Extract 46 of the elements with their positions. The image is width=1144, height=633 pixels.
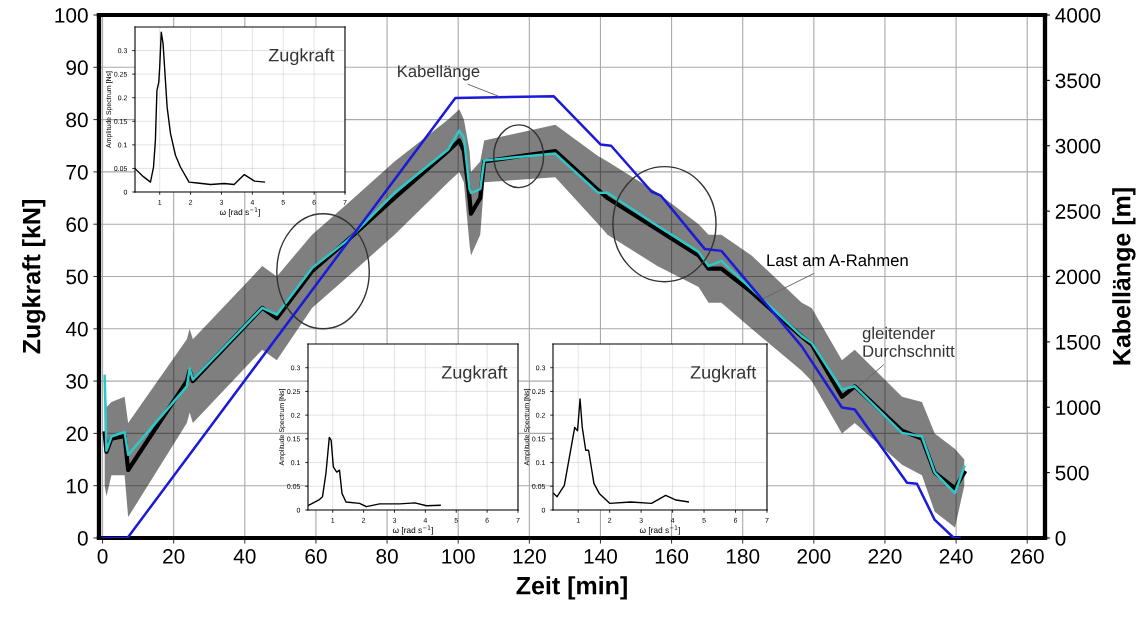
y2-tick-label: 2000: [1055, 269, 1101, 285]
annotation: Zugkraft: [690, 365, 757, 383]
x-axis-title: ω [rad s$^{−1}$]: [639, 525, 680, 535]
y-tick-label: 80: [66, 112, 88, 128]
x-tick-label: 40: [233, 548, 256, 564]
x-axis-title: Zeit [min]: [516, 576, 627, 600]
y-tick-label: 50: [66, 269, 88, 285]
y2-tick-label: 2500: [1055, 204, 1101, 219]
y2-tick-label: 3500: [1055, 73, 1101, 89]
y-tick-label: 100: [55, 8, 88, 23]
y2-tick-label: 500: [1055, 465, 1089, 481]
y-tick-label: 10: [67, 478, 88, 494]
x-tick-label: 160: [655, 548, 689, 564]
series-label: Last am A-Rahmen: [767, 253, 908, 267]
x-tick-label: 220: [868, 548, 902, 564]
y2-tick-label: 1000: [1056, 400, 1101, 415]
y-tick-label: 40: [65, 321, 88, 337]
x-axis-title: ω [rad s$^{−1}$]: [392, 525, 433, 535]
x-tick-label: 0: [97, 548, 108, 564]
y2-tick-label: 1500: [1056, 334, 1101, 350]
x-tick-label: 100: [442, 548, 475, 564]
y-tick-label: 70: [66, 164, 88, 180]
y2-axis-title: Kabellänge [m]: [1112, 188, 1136, 365]
series-label: Kabellänge: [398, 64, 480, 81]
y-axis-title: Zugkraft [kN]: [22, 200, 46, 354]
x-axis-title: ω [rad s$^{−1}$]: [219, 207, 260, 217]
y2-tick-label: 0: [1055, 531, 1066, 546]
x-tick-label: 60: [305, 548, 327, 564]
x-tick-label: 200: [797, 548, 831, 564]
y-tick-label: 60: [66, 217, 88, 232]
y-tick-label: 90: [66, 60, 88, 76]
annotation: Zugkraft: [441, 365, 508, 383]
y-tick-label: 20: [66, 426, 88, 442]
annotation: Zugkraft: [268, 48, 335, 66]
x-tick-label: 260: [1010, 548, 1044, 564]
series-label: gleitender Durchschnitt: [862, 326, 955, 358]
x-tick-label: 180: [726, 548, 760, 564]
y-tick-label: 30: [66, 374, 88, 389]
y2-tick-label: 4000: [1055, 8, 1101, 23]
x-tick-label: 240: [939, 548, 973, 564]
y-tick-label: 0: [77, 531, 88, 546]
y2-tick-label: 3000: [1055, 138, 1101, 154]
x-tick-label: 140: [584, 548, 618, 564]
x-tick-label: 20: [163, 548, 185, 564]
x-tick-label: 80: [376, 548, 398, 564]
x-tick-label: 120: [513, 548, 546, 564]
